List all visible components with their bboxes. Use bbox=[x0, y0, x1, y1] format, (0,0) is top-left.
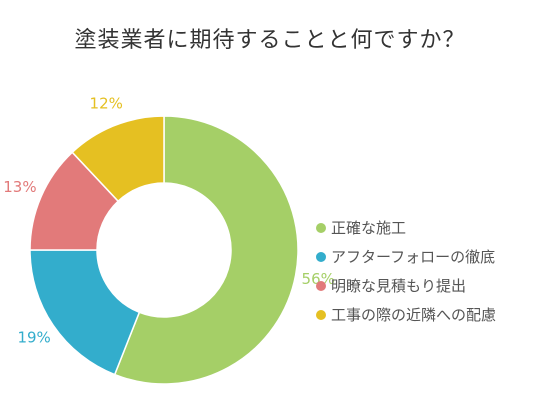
legend-marker-icon bbox=[316, 309, 326, 320]
donut-slice-1 bbox=[113, 115, 299, 385]
legend-marker-icon bbox=[316, 222, 326, 233]
chart-legend: 正確な施工アフターフォローの徹底 明瞭な見積もり提出工事の際の近隣への配慮 bbox=[316, 213, 496, 329]
legend-label: 工事の際の近隣への配慮 bbox=[331, 306, 497, 324]
data-label-1: 56% bbox=[302, 270, 335, 288]
legend-item-3[interactable]: 明瞭な見積もり提出 bbox=[316, 271, 496, 300]
legend-item-4[interactable]: 工事の際の近隣への配慮 bbox=[316, 300, 496, 329]
donut-slice-4 bbox=[71, 115, 165, 203]
legend-label: 明瞭な見積もり提出 bbox=[331, 277, 467, 295]
data-label-4: 12% bbox=[90, 95, 123, 113]
legend-label: アフターフォローの徹底 bbox=[331, 248, 496, 266]
data-label-2: 19% bbox=[17, 329, 50, 347]
data-label-3: 13% bbox=[3, 178, 36, 196]
legend-item-2[interactable]: アフターフォローの徹底 bbox=[316, 242, 496, 271]
legend-marker-icon bbox=[316, 251, 326, 262]
chart-title: 塗装業者に期待することと何ですか？ bbox=[74, 28, 466, 53]
legend-label: 正確な施工 bbox=[331, 219, 407, 237]
donut-slice-2 bbox=[29, 249, 141, 376]
legend-marker-icon bbox=[316, 280, 326, 291]
legend-item-1[interactable]: 正確な施工 bbox=[316, 213, 496, 242]
